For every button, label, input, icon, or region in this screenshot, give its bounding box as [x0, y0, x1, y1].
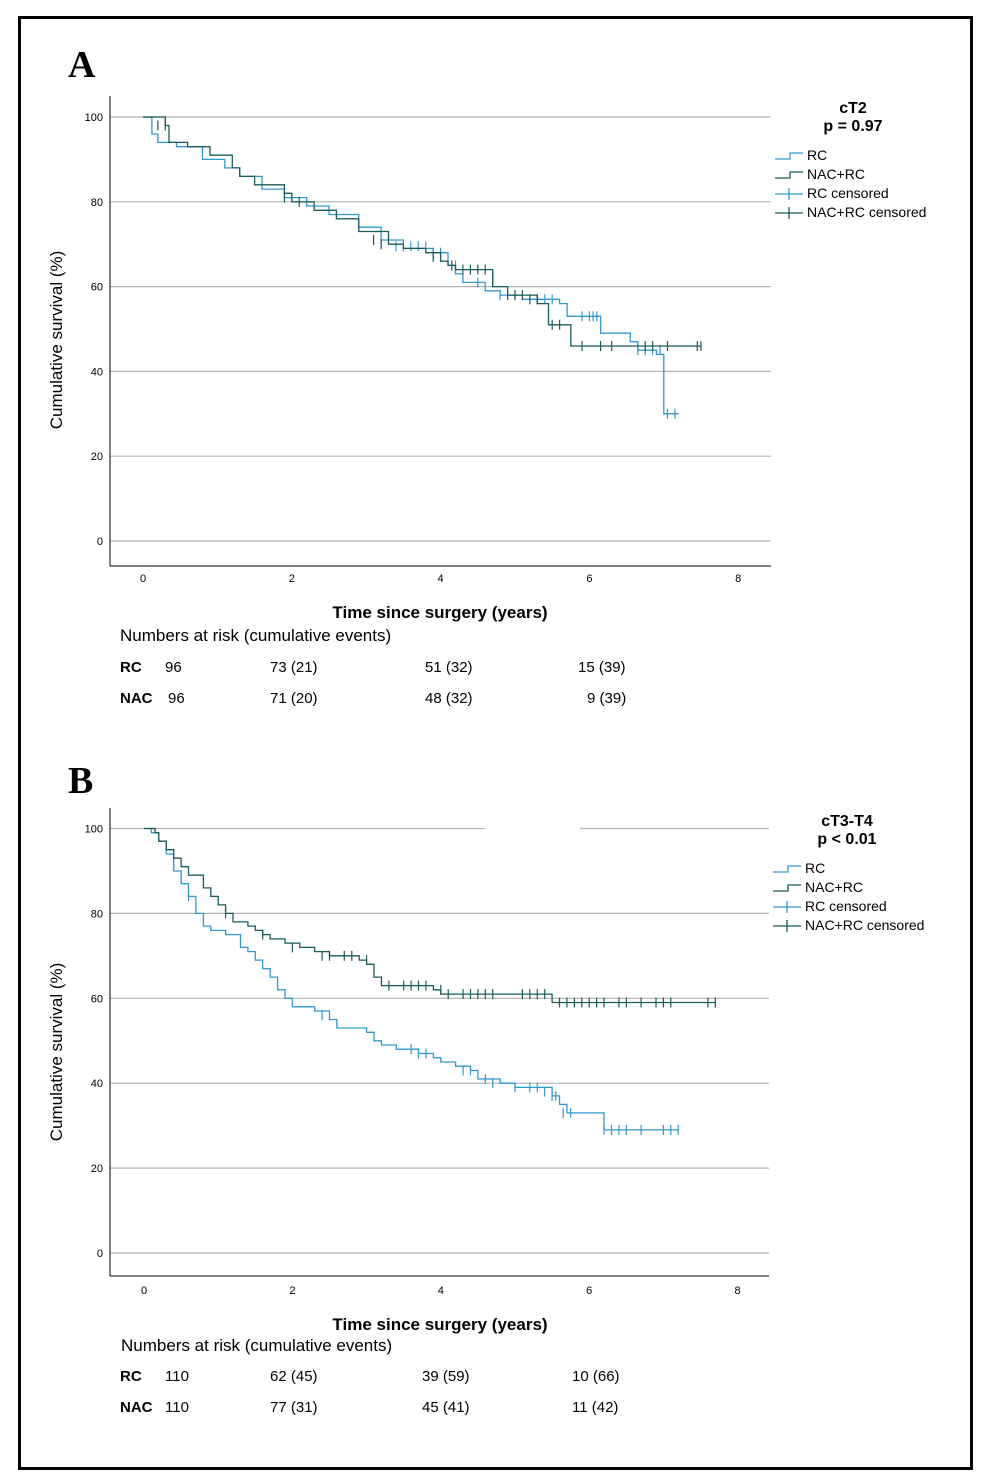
legend-label: RC — [805, 860, 826, 876]
risk-row-nac-b: NAC 110 77 (31) 45 (41) 11 (42) — [120, 1399, 760, 1419]
stage-label-a: cT2 p = 0.97 — [793, 100, 913, 136]
risk-row-rc-b: RC 110 62 (45) 39 (59) 10 (66) — [120, 1368, 760, 1388]
legend-item-rc-censored: RC censored — [775, 184, 926, 203]
risk-cell: 110 — [165, 1399, 189, 1416]
x-tick-label: 4 — [438, 573, 444, 585]
x-tick-label: 0 — [140, 573, 146, 585]
risk-group-label: RC — [120, 659, 142, 676]
risk-group-label: NAC — [120, 690, 153, 707]
risk-row-rc-a: RC 96 73 (21) 51 (32) 15 (39) — [120, 659, 760, 679]
x-tick-label: 8 — [735, 573, 741, 585]
x-tick-label: 4 — [438, 1285, 444, 1297]
y-axis-label: Cumulative survival (%) — [47, 963, 66, 1142]
x-tick-label: 8 — [735, 1285, 741, 1297]
p-value-b: p < 0.01 — [817, 831, 877, 848]
risk-cell: 39 (59) — [422, 1368, 470, 1385]
panel-letter-b: B — [68, 760, 94, 802]
legend-label: RC censored — [805, 898, 887, 914]
risk-group-label: RC — [120, 1368, 142, 1385]
legend-label: RC censored — [807, 185, 889, 201]
legend-item-nac-rc-censored: NAC+RC censored — [773, 916, 924, 935]
legend-item-rc: RC — [773, 859, 924, 878]
y-tick-label: 20 — [91, 1163, 103, 1175]
legend-label: NAC+RC censored — [807, 204, 927, 220]
y-tick-label: 80 — [91, 908, 103, 920]
risk-row-nac-a: NAC 96 71 (20) 48 (32) 9 (39) — [120, 690, 760, 710]
figure-frame — [18, 16, 973, 1470]
risk-cell: 11 (42) — [572, 1399, 619, 1416]
legend-item-nac-rc: NAC+RC — [775, 165, 926, 184]
risk-cell: 51 (32) — [425, 659, 473, 676]
risk-cell: 110 — [165, 1368, 189, 1385]
risk-cell: 96 — [165, 659, 182, 676]
legend-item-nac-rc-censored: NAC+RC censored — [775, 203, 926, 222]
x-tick-label: 0 — [141, 1285, 147, 1297]
y-tick-label: 0 — [97, 1248, 103, 1260]
y-tick-label: 60 — [91, 282, 103, 294]
y-tick-label: 40 — [91, 366, 103, 378]
y-tick-label: 60 — [91, 993, 103, 1005]
legend-item-nac-rc: NAC+RC — [773, 878, 924, 897]
risk-table-title-a: Numbers at risk (cumulative events) — [120, 626, 392, 645]
y-tick-label: 20 — [91, 451, 103, 463]
x-axis-label: Time since surgery (years) — [332, 603, 547, 622]
risk-cell: 9 (39) — [587, 690, 627, 707]
legend-item-rc: RC — [775, 146, 926, 165]
risk-cell: 77 (31) — [270, 1399, 318, 1416]
legend-label: NAC+RC — [805, 879, 863, 895]
risk-table-title-b: Numbers at risk (cumulative events) — [121, 1336, 393, 1355]
stage-label-b-text: cT3-T4 — [821, 813, 873, 830]
risk-cell: 15 (39) — [578, 659, 626, 676]
risk-cell: 10 (66) — [572, 1368, 620, 1385]
y-tick-label: 100 — [85, 112, 103, 124]
legend-label: NAC+RC — [807, 166, 865, 182]
risk-group-label: NAC — [120, 1399, 153, 1416]
legend-item-rc-censored: RC censored — [773, 897, 924, 916]
stage-label-b: cT3-T4 p < 0.01 — [787, 813, 907, 849]
x-tick-label: 2 — [289, 573, 295, 585]
x-tick-label: 2 — [289, 1285, 295, 1297]
x-axis-label: Time since surgery (years) — [332, 1315, 547, 1334]
risk-cell: 73 (21) — [270, 659, 318, 676]
x-tick-label: 6 — [586, 1285, 592, 1297]
panel-letter-a: A — [68, 44, 96, 86]
y-tick-label: 80 — [91, 197, 103, 209]
y-axis-label: Cumulative survival (%) — [47, 251, 66, 430]
y-tick-label: 100 — [85, 824, 103, 836]
y-tick-label: 40 — [91, 1078, 103, 1090]
risk-cell: 62 (45) — [270, 1368, 318, 1385]
legend-label: NAC+RC censored — [805, 917, 925, 933]
risk-cell: 45 (41) — [422, 1399, 470, 1416]
legend-a: RC NAC+RC RC censored NAC+RC censored — [775, 146, 926, 222]
risk-cell: 48 (32) — [425, 690, 473, 707]
risk-cell: 71 (20) — [270, 690, 318, 707]
legend-b: RC NAC+RC RC censored NAC+RC censored — [773, 859, 924, 935]
y-tick-label: 0 — [97, 536, 103, 548]
p-value-a: p = 0.97 — [823, 118, 883, 135]
survival-curve-rc — [144, 827, 679, 1131]
x-tick-label: 6 — [586, 573, 592, 585]
stage-label-a-text: cT2 — [839, 100, 867, 117]
survival-curve-nac-rc — [144, 827, 716, 1004]
risk-cell: 96 — [168, 690, 185, 707]
legend-label: RC — [807, 147, 828, 163]
